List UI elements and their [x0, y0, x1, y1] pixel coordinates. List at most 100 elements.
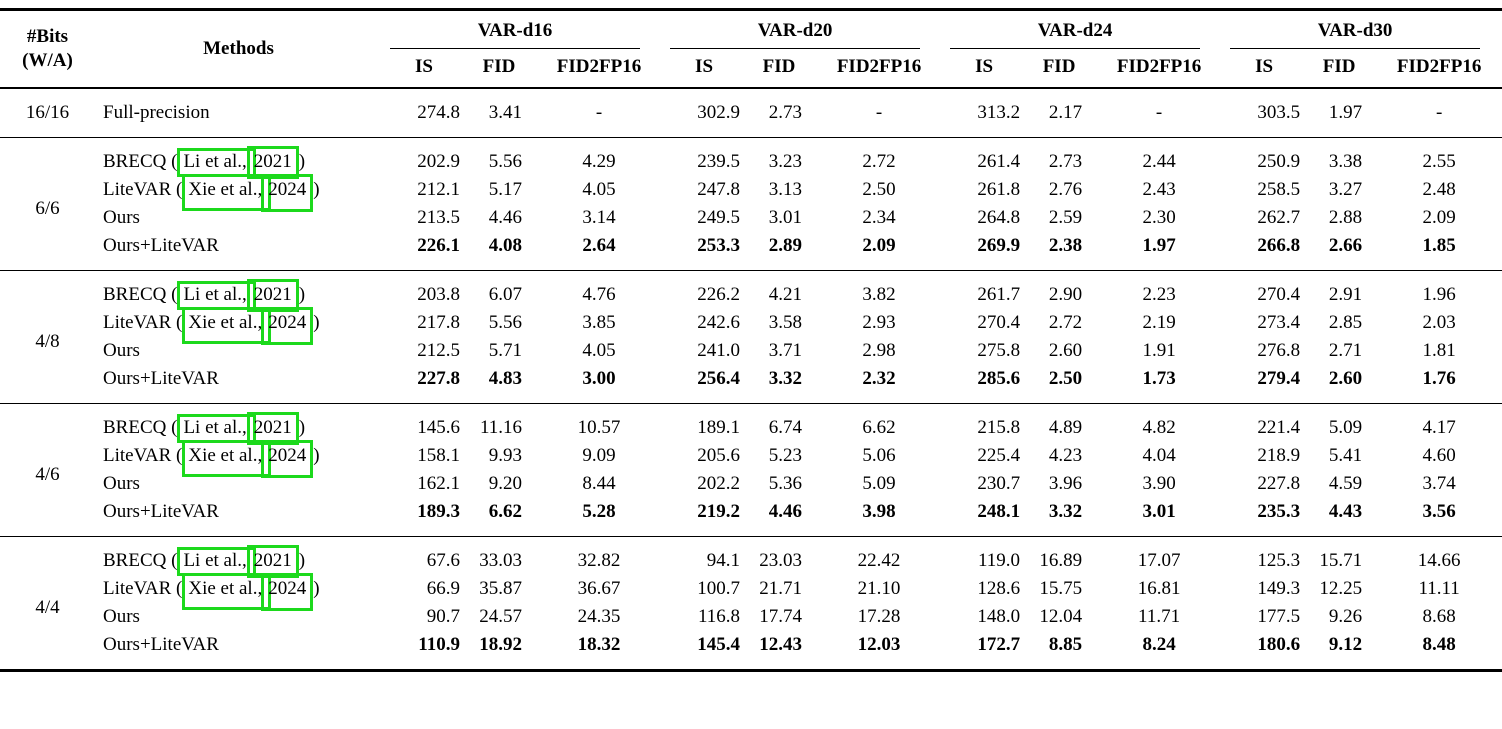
- table-row: Ours 162.1 9.20 8.44 202.2 5.36 5.09 230.7 3.96 3…: [0, 470, 1502, 498]
- fid-value: 4.59: [1328, 473, 1363, 494]
- fid-value: 3.01: [768, 207, 803, 228]
- method-cell: BRECQ (Li et al., 2021): [95, 404, 382, 445]
- citation-link-box[interactable]: 2021: [246, 146, 299, 179]
- is-value: 66.9: [426, 578, 460, 599]
- is-value: 250.9: [1257, 151, 1301, 172]
- section-4-8: 4/8 BRECQ (Li et al., 2021) 203.8 6.07 4.76 22…: [0, 270, 1502, 404]
- is-value: 225.4: [977, 445, 1021, 466]
- fid2fp16-value: 2.55: [1422, 151, 1456, 172]
- is-value: 67.6: [426, 550, 460, 571]
- fid-value: 3.27: [1328, 179, 1363, 200]
- fid2fp16-value: 1.91: [1142, 340, 1176, 361]
- table-row: Ours 213.5 4.46 3.14 249.5 3.01 2.34 264.8 2.59 2…: [0, 204, 1502, 232]
- is-value: 100.7: [697, 578, 741, 599]
- fid-value: 5.56: [488, 151, 522, 172]
- bits-cell: 4/6: [35, 464, 60, 485]
- table-row: Ours+LiteVAR 227.8 4.83 3.00 256.4 3.32 2.32 28…: [0, 365, 1502, 404]
- fid2fp16-value: 3.85: [582, 312, 616, 333]
- col-header-fid2fp16: FID2FP16: [1116, 56, 1202, 77]
- is-value: 269.9: [977, 235, 1021, 256]
- method-cell: Ours: [95, 603, 382, 631]
- citation-link-box[interactable]: Li et al.,: [177, 281, 256, 310]
- fid-value: 1.97: [1328, 102, 1363, 123]
- is-value: 119.0: [978, 550, 1021, 571]
- fid2fp16-value: 10.57: [577, 417, 621, 438]
- col-header-group-var-d30: VAR-d30: [1222, 10, 1502, 49]
- citation-link-box[interactable]: 2024: [261, 573, 314, 611]
- citation-link-box[interactable]: 2024: [261, 440, 314, 478]
- fid2fp16-value: 2.09: [862, 235, 896, 256]
- is-value: 266.8: [1257, 235, 1301, 256]
- method-cell: Full-precision: [95, 88, 382, 138]
- fid-value: 2.88: [1328, 207, 1363, 228]
- method-label-part: ): [298, 417, 306, 438]
- col-header-fid2fp16: FID2FP16: [1396, 56, 1482, 77]
- citation-link-box[interactable]: 2024: [261, 307, 314, 345]
- fid-value: 4.83: [488, 368, 522, 389]
- fid2fp16-value: 2.72: [862, 151, 896, 172]
- method-label-part: Ours+LiteVAR: [103, 368, 219, 389]
- citation-link-box[interactable]: Xie et al.,: [182, 573, 272, 610]
- bits-cell: 4/8: [35, 331, 60, 352]
- method-label-part: Ours: [103, 473, 140, 494]
- fid-value: 4.08: [488, 235, 522, 256]
- citation-link-box[interactable]: 2021: [246, 412, 299, 445]
- is-value: 217.8: [417, 312, 460, 333]
- fid-value: 15.75: [1039, 578, 1083, 599]
- citation-link-box[interactable]: 2024: [261, 174, 314, 212]
- fid-value: 2.89: [768, 235, 803, 256]
- fid2fp16-value: 2.98: [862, 340, 896, 361]
- is-value: 145.4: [697, 634, 741, 655]
- fid2fp16-value: 1.73: [1142, 368, 1176, 389]
- is-value: 302.9: [697, 102, 741, 123]
- is-value: 116.8: [697, 606, 741, 627]
- method-cell: Ours+LiteVAR: [95, 631, 382, 671]
- is-value: 226.1: [417, 235, 460, 256]
- method-cell: BRECQ (Li et al., 2021): [95, 138, 382, 179]
- fid-value: 2.76: [1048, 179, 1083, 200]
- method-label-part: ): [298, 151, 306, 172]
- fid-value: 15.71: [1319, 550, 1363, 571]
- is-value: 247.8: [697, 179, 741, 200]
- fid-value: 2.60: [1328, 368, 1363, 389]
- citation-link-box[interactable]: Li et al.,: [177, 148, 256, 177]
- fid-value: 5.71: [488, 340, 522, 361]
- section-16-16: 16/16 Full-precision 274.8 3.41 - 302.9 2.73 - 3…: [0, 88, 1502, 138]
- fid2fp16-value: 5.09: [862, 473, 896, 494]
- fid-value: 24.57: [479, 606, 522, 627]
- fid2fp16-value: 1.85: [1422, 235, 1456, 256]
- group-label: VAR-d30: [1230, 11, 1481, 49]
- fid2fp16-value: 8.48: [1422, 634, 1456, 655]
- table-row: 16/16 Full-precision 274.8 3.41 - 302.9 2.73 - 3…: [0, 88, 1502, 138]
- citation-link-box[interactable]: Li et al.,: [177, 547, 256, 576]
- metric-header-row: IS FID FID2FP16 IS FID FID2FP16 IS FID F…: [0, 49, 1502, 88]
- table-row: Ours+LiteVAR 110.9 18.92 18.32 145.4 12.43 12.…: [0, 631, 1502, 671]
- fid2fp16-value: 4.17: [1422, 417, 1456, 438]
- bits-cell: 4/4: [35, 597, 60, 618]
- citation-link-box[interactable]: Li et al.,: [177, 414, 256, 443]
- method-label-part: Ours+LiteVAR: [103, 235, 219, 256]
- method-cell: BRECQ (Li et al., 2021): [95, 537, 382, 578]
- section-4-6: 4/6 BRECQ (Li et al., 2021) 145.6 11.16 10.57…: [0, 403, 1502, 537]
- is-value: 202.9: [417, 151, 460, 172]
- is-value: 258.5: [1257, 179, 1301, 200]
- fid2fp16-value: 2.03: [1422, 312, 1456, 333]
- citation-link-box[interactable]: Xie et al.,: [182, 307, 272, 344]
- is-value: 270.4: [1257, 284, 1301, 305]
- fid2fp16-value: 2.34: [862, 207, 896, 228]
- citation-link-box[interactable]: 2021: [246, 545, 299, 578]
- is-value: 162.1: [417, 473, 460, 494]
- is-value: 213.5: [417, 207, 460, 228]
- fid2fp16-value: 1.96: [1422, 284, 1456, 305]
- method-cell: BRECQ (Li et al., 2021): [95, 271, 382, 312]
- citation-link-box[interactable]: Xie et al.,: [182, 174, 272, 211]
- citation-link-box[interactable]: Xie et al.,: [182, 440, 272, 477]
- citation-link-box[interactable]: 2021: [246, 279, 299, 312]
- is-value: 172.7: [977, 634, 1021, 655]
- fid-value: 12.43: [759, 634, 803, 655]
- is-value: 279.4: [1257, 368, 1301, 389]
- fid2fp16-value: 3.98: [862, 501, 896, 522]
- table-row: 4/4 BRECQ (Li et al., 2021) 67.6 33.03 32.82 9…: [0, 537, 1502, 618]
- fid-value: 4.43: [1328, 501, 1363, 522]
- fid2fp16-value: 2.43: [1142, 179, 1176, 200]
